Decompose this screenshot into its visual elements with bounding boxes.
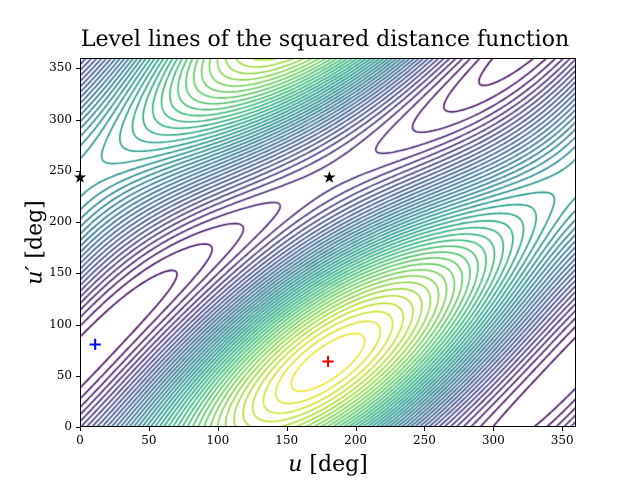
x-tick <box>562 427 564 431</box>
x-tick <box>355 427 357 431</box>
x-axis-label: u [deg] <box>0 452 640 477</box>
y-var: u′ <box>22 265 48 285</box>
x-tick-label: 300 <box>481 433 505 447</box>
x-tick-label: 250 <box>412 433 436 447</box>
x-tick <box>493 427 495 431</box>
x-tick-label: 200 <box>344 433 367 447</box>
x-tick <box>148 427 150 431</box>
contour-lines <box>80 58 576 427</box>
x-tick <box>286 427 288 431</box>
y-tick <box>76 375 80 377</box>
x-tick-label: 50 <box>141 433 157 447</box>
y-unit: [deg] <box>22 200 48 259</box>
y-tick <box>76 324 80 326</box>
x-unit: [deg] <box>309 452 368 477</box>
x-tick-label: 0 <box>76 433 84 447</box>
y-axis-label: u′ [deg] <box>23 198 48 288</box>
y-tick-label: 250 <box>49 162 72 177</box>
x-tick-label: 100 <box>206 433 230 447</box>
y-tick <box>76 68 80 70</box>
y-tick-label: 50 <box>56 367 72 382</box>
chart-title: Level lines of the squared distance func… <box>80 27 570 52</box>
y-tick-label: 150 <box>49 265 72 280</box>
y-tick <box>76 119 80 121</box>
x-tick-label: 350 <box>550 433 574 447</box>
y-tick-label: 200 <box>49 214 72 228</box>
x-var: u <box>288 452 303 477</box>
blue-plus-marker: + <box>87 334 103 355</box>
y-tick <box>76 427 80 428</box>
y-tick <box>76 170 80 172</box>
red-plus-marker: + <box>320 351 336 373</box>
x-tick <box>424 427 426 431</box>
y-tick-label: 0 <box>64 419 72 433</box>
x-tick <box>217 427 219 431</box>
y-tick-label: 300 <box>49 111 72 126</box>
star-center-marker: ★ <box>323 169 336 186</box>
y-tick <box>76 222 80 223</box>
x-tick <box>80 427 81 431</box>
y-tick-label: 350 <box>49 60 72 75</box>
y-tick-label: 100 <box>49 316 72 331</box>
x-tick-label: 150 <box>275 433 299 447</box>
plot-area <box>80 58 576 427</box>
star-left-marker: ★ <box>73 169 87 186</box>
y-tick <box>76 273 80 275</box>
